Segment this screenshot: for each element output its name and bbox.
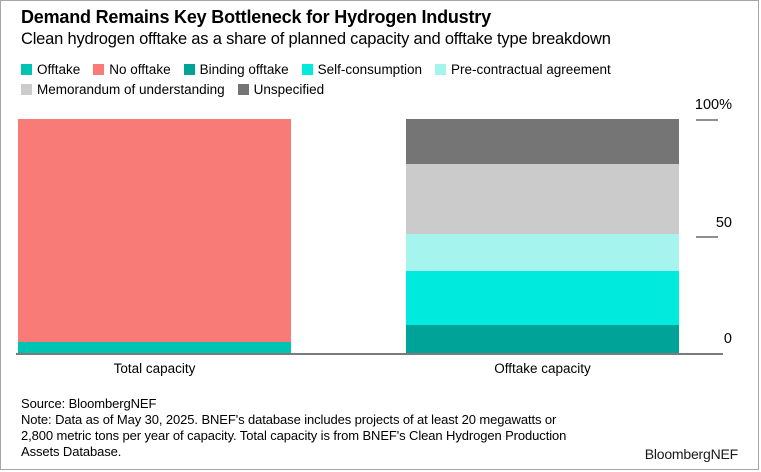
legend-swatch-icon	[301, 64, 313, 75]
chart-title: Demand Remains Key Bottleneck for Hydrog…	[21, 7, 491, 27]
bar-segment	[18, 119, 291, 343]
legend-item: Memorandum of understanding	[21, 82, 225, 97]
legend: Offtake No offtake Binding offtake Self-con…	[21, 62, 711, 97]
chart-subtitle: Clean hydrogen offtake as a share of pla…	[21, 30, 611, 48]
note-line-3: Assets Database.	[21, 444, 122, 459]
legend-label: Self-consumption	[317, 62, 422, 77]
bar-segment	[406, 270, 679, 325]
legend-swatch-icon	[237, 84, 249, 95]
bar-total-capacity	[18, 119, 291, 354]
legend-item: Binding offtake	[183, 62, 289, 77]
legend-label: Pre-contractual agreement	[450, 62, 611, 77]
x-axis-label-offtake-capacity: Offtake capacity	[494, 361, 591, 376]
bar-offtake-capacity	[406, 119, 679, 354]
legend-swatch-icon	[21, 64, 32, 75]
legend-item: Offtake	[21, 62, 80, 77]
note-line-2: 2,800 metric tons per year of capacity. …	[21, 428, 567, 443]
legend-item: Pre-contractual agreement	[434, 62, 611, 77]
legend-label: No offtake	[109, 62, 171, 77]
legend-swatch-icon	[434, 64, 446, 75]
legend-item: Unspecified	[237, 82, 325, 97]
y-axis-label-100: 100%	[694, 97, 732, 113]
legend-swatch-icon	[183, 64, 195, 75]
x-axis-label-total-capacity: Total capacity	[113, 361, 196, 376]
y-axis-tick-100	[696, 119, 718, 121]
y-axis-label-50: 50	[715, 215, 732, 231]
legend-swatch-icon	[21, 84, 32, 95]
bar-segment	[18, 342, 291, 354]
bar-segment	[406, 234, 679, 271]
y-axis-label-0: 0	[723, 331, 732, 347]
footer: Source: BloombergNEF Note: Data as of Ma…	[21, 396, 566, 460]
note-line-1: Note: Data as of May 30, 2025. BNEF's da…	[21, 412, 557, 427]
legend-swatch-icon	[93, 64, 105, 75]
legend-item: No offtake	[93, 62, 171, 77]
legend-label: Binding offtake	[199, 62, 289, 77]
bloombergnef-logo: BloombergNEF	[644, 446, 739, 462]
legend-label: Unspecified	[253, 82, 325, 97]
y-axis-tick-50	[696, 236, 718, 238]
bar-segment	[406, 324, 679, 354]
legend-item: Self-consumption	[301, 62, 422, 77]
legend-label: Memorandum of understanding	[37, 82, 225, 97]
source-text: Source: BloombergNEF	[21, 396, 157, 411]
legend-label: Offtake	[37, 62, 81, 77]
x-axis-line	[16, 353, 723, 355]
bar-segment	[406, 163, 679, 235]
bar-segment	[406, 119, 679, 164]
